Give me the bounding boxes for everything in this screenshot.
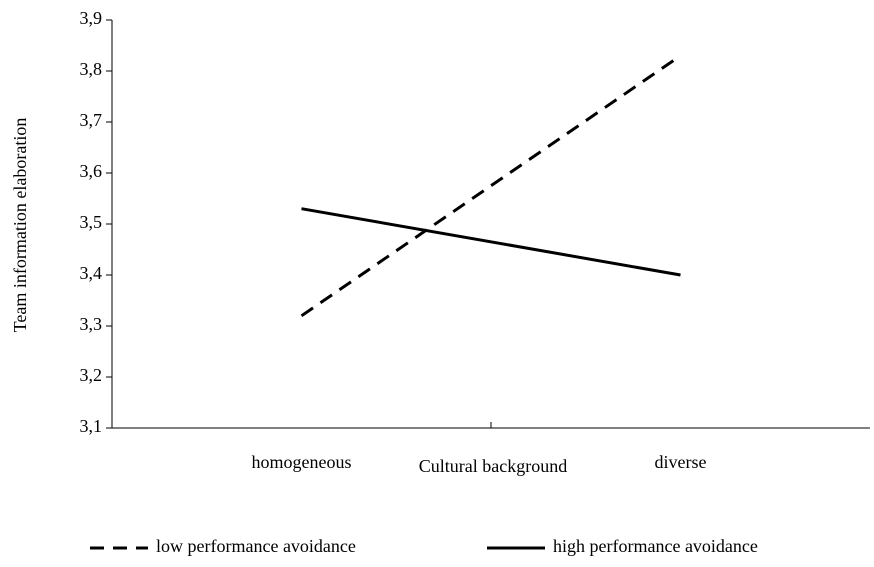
legend-label: low performance avoidance xyxy=(156,536,356,556)
y-tick-label: 3,1 xyxy=(80,416,103,436)
legend-label: high performance avoidance xyxy=(553,536,758,556)
y-tick-label: 3,4 xyxy=(80,263,103,283)
y-tick-label: 3,7 xyxy=(80,110,103,130)
series-line xyxy=(301,207,681,277)
x-tick-label: homogeneous xyxy=(252,452,352,472)
y-tick-label: 3,2 xyxy=(80,365,103,385)
y-tick-label: 3,9 xyxy=(80,8,103,28)
x-axis-label: Cultural background xyxy=(419,456,567,476)
y-axis-label: Team information elaboration xyxy=(10,118,30,333)
y-tick-label: 3,3 xyxy=(80,314,103,334)
x-tick-label: diverse xyxy=(655,452,707,472)
y-tick-label: 3,5 xyxy=(80,212,103,232)
y-tick-label: 3,8 xyxy=(80,59,103,79)
y-tick-label: 3,6 xyxy=(80,161,103,181)
series-line xyxy=(300,54,682,318)
